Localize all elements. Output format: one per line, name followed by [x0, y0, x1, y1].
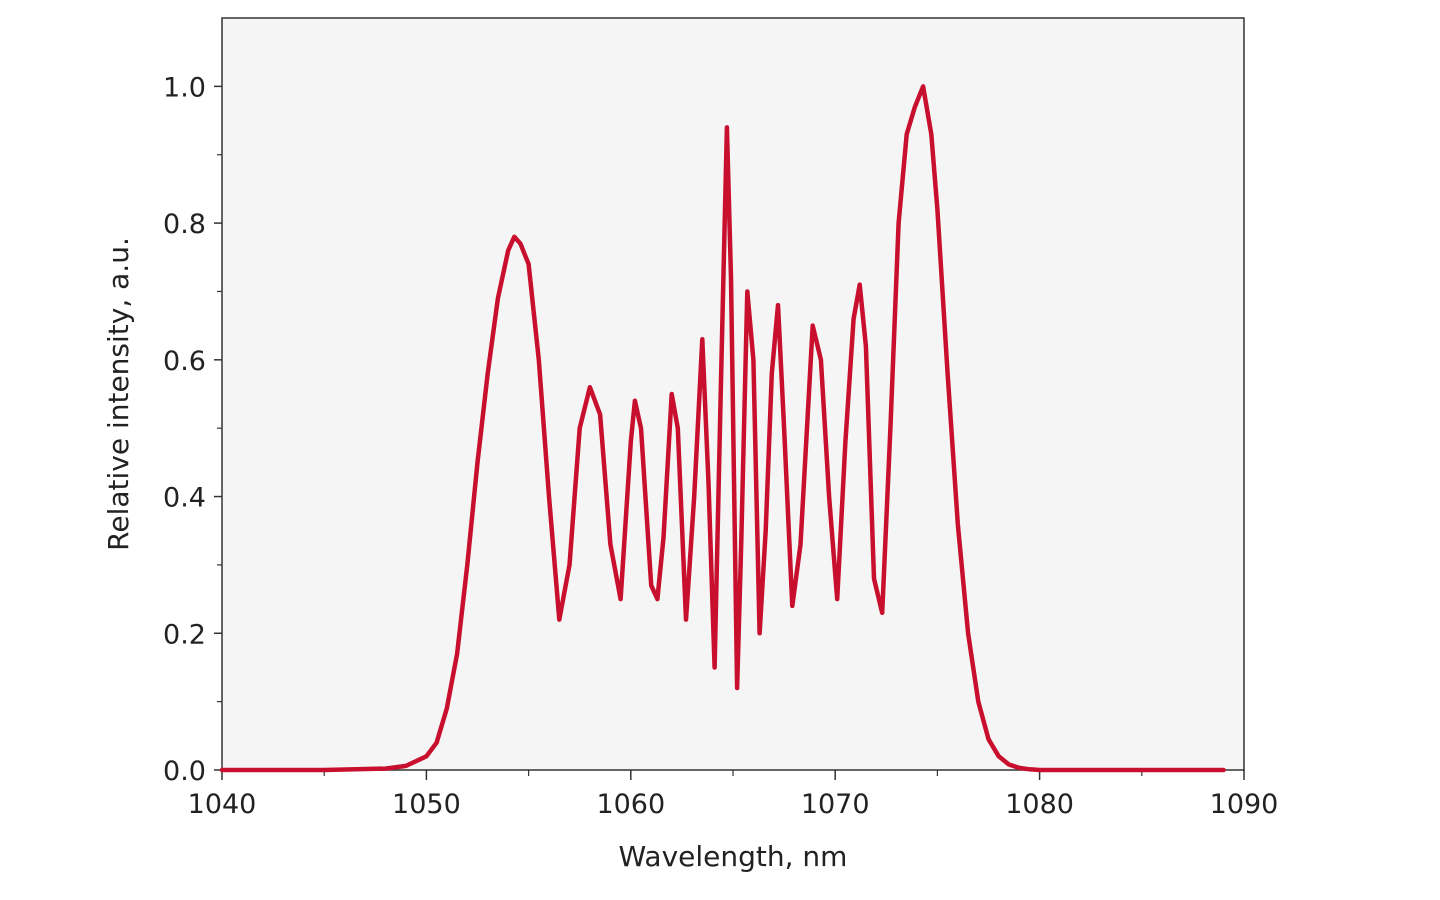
- x-axis-title: Wavelength, nm: [619, 840, 848, 873]
- x-tick-label: 1060: [596, 789, 665, 820]
- y-axis: 0.0 0.2 0.4 0.6 0.8 1.0: [163, 72, 222, 787]
- y-tick-label: 0.6: [163, 346, 206, 377]
- y-tick-label: 1.0: [163, 72, 206, 103]
- spectrum-line: [219, 84, 1226, 773]
- y-tick-label: 0.4: [163, 483, 206, 514]
- y-axis-title: Relative intensity, a.u.: [102, 237, 135, 551]
- x-tick-label: 1050: [392, 789, 461, 820]
- x-tick-label: 1040: [188, 789, 257, 820]
- x-tick-label: 1080: [1005, 789, 1074, 820]
- y-tick-label: 0.8: [163, 209, 206, 240]
- x-tick-label: 1090: [1210, 789, 1279, 820]
- y-tick-label: 0.2: [163, 619, 206, 650]
- y-tick-label: 0.0: [163, 756, 206, 787]
- x-tick-label: 1070: [801, 789, 870, 820]
- x-axis: 1040 1050 1060 1070 1080 1090: [188, 770, 1279, 820]
